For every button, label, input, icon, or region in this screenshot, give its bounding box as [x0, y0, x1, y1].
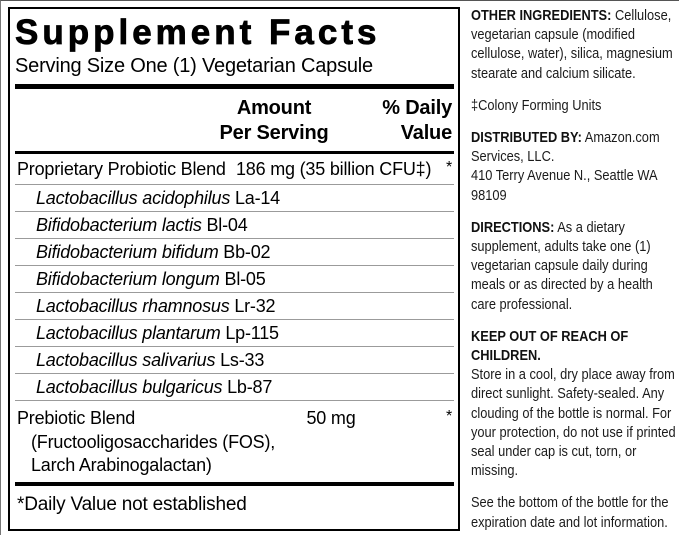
divider-thick-top: [15, 84, 454, 89]
other-ingredients-text: Cellulose, vegetarian capsule (modified …: [471, 7, 673, 82]
keep-out-heading: KEEP OUT OF REACH OF CHILDREN.: [471, 327, 629, 365]
table-row-probiotic: Bifidobacterium bifidum Bb-02: [15, 239, 454, 266]
table-row-probiotic: Lactobacillus plantarum Lp-115: [15, 320, 454, 347]
keep-out-paragraph: KEEP OUT OF REACH OF CHILDREN. Store in …: [471, 327, 679, 481]
strain-name: Bifidobacterium longum Bl-05: [36, 268, 266, 289]
info-sidebar: OTHER INGREDIENTS: Cellulose, vegetarian…: [471, 6, 679, 535]
other-ingredients-paragraph: OTHER INGREDIENTS: Cellulose, vegetarian…: [471, 6, 679, 83]
strain-name: Lactobacillus bulgaricus Lb-87: [36, 376, 273, 397]
divider-above-footnote: [15, 482, 454, 486]
supplement-facts-panel: Supplement Facts Serving Size One (1) Ve…: [8, 7, 460, 531]
table-row-probiotic: Lactobacillus acidophilus La-14: [15, 185, 454, 212]
ingredient-amount: 186 mg (35 billion CFU‡): [236, 158, 432, 179]
table-row-probiotic: Bifidobacterium lactis Bl-04: [15, 212, 454, 239]
table-row-prebiotic-blend: Prebiotic Blend 50 mg * (Fructooligosacc…: [15, 401, 454, 482]
cfu-note: ‡Colony Forming Units: [471, 96, 602, 114]
panel-title: Supplement Facts: [15, 13, 381, 52]
strain-name: Bifidobacterium bifidum Bb-02: [36, 241, 271, 262]
dv-header-line1: % Daily: [382, 97, 452, 119]
dv-header-line2: Value: [400, 122, 452, 144]
amount-header-line1: Amount: [236, 97, 312, 119]
directions-text: As a dietary supplement, adults take one…: [471, 218, 653, 313]
divider-below-headers: [15, 151, 454, 154]
table-row-probiotic: Bifidobacterium longum Bl-05: [15, 266, 454, 293]
ingredient-dv: *: [445, 158, 452, 176]
amount-per-serving-header: Amount Per Serving: [188, 96, 360, 146]
ingredient-dv: *: [445, 407, 452, 425]
prebiotic-detail-line1: (Fructooligosaccharides (FOS),: [31, 432, 276, 452]
distributed-by-label: DISTRIBUTED BY:: [471, 129, 582, 147]
table-row-probiotic: Lactobacillus rhamnosus Lr-32: [15, 293, 454, 320]
strain-name: Lactobacillus salivarius Ls-33: [36, 349, 265, 370]
prebiotic-detail-line2: Larch Arabinogalactan): [31, 455, 212, 475]
expiration-note: See the bottom of the bottle for the exp…: [471, 494, 669, 531]
table-row-probiotic: Lactobacillus salivarius Ls-33: [15, 347, 454, 374]
distributed-by-paragraph: DISTRIBUTED BY: Amazon.com Services, LLC…: [471, 128, 679, 205]
daily-value-footnote: *Daily Value not established: [17, 494, 247, 515]
keep-out-text: Store in a cool, dry place away from dir…: [471, 366, 676, 480]
strain-name: Lactobacillus acidophilus La-14: [36, 187, 280, 208]
column-headers: Amount Per Serving % Daily Value: [15, 89, 454, 151]
ingredient-name: Proprietary Probiotic Blend: [17, 158, 226, 179]
distributed-by-text: Amazon.com Services, LLC.: [471, 129, 660, 166]
strain-name: Lactobacillus plantarum Lp-115: [36, 322, 279, 343]
table-row-proprietary-blend: Proprietary Probiotic Blend 186 mg (35 b…: [15, 154, 454, 185]
serving-size: Serving Size One (1) Vegetarian Capsule: [15, 55, 373, 77]
directions-paragraph: DIRECTIONS: As a dietary supplement, adu…: [471, 218, 679, 314]
ingredient-amount: 50 mg: [306, 407, 356, 428]
directions-label: DIRECTIONS:: [471, 218, 555, 236]
strain-name: Lactobacillus rhamnosus Lr-32: [36, 295, 276, 316]
daily-value-header: % Daily Value: [360, 96, 452, 146]
amount-header-line2: Per Serving: [219, 122, 329, 144]
distributed-by-address: 410 Terry Avenue N., Seattle WA 98109: [471, 167, 657, 204]
table-row-probiotic: Lactobacillus bulgaricus Lb-87: [15, 374, 454, 401]
other-ingredients-label: OTHER INGREDIENTS:: [471, 7, 612, 24]
strain-name: Bifidobacterium lactis Bl-04: [36, 214, 248, 235]
ingredient-name: Prebiotic Blend: [17, 407, 136, 428]
